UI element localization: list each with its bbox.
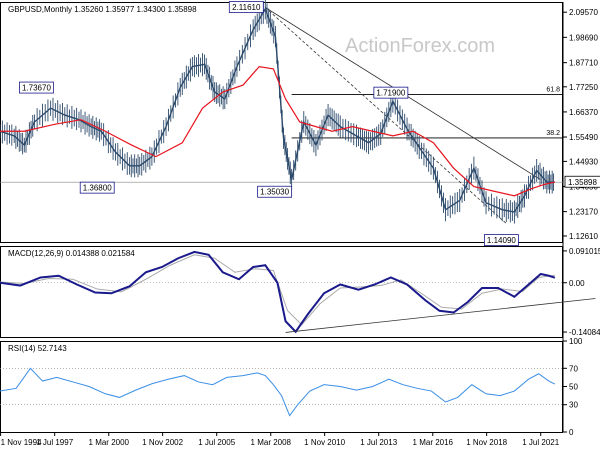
rsi-tick-label: 0 [569,428,574,437]
x-tick-label: 1 Nov 1994 [1,438,42,447]
macd-tick-label: 0.091015 [569,247,600,256]
annotation-label: 1.73670 [22,84,51,93]
macd-tick-label: -0.140843 [569,328,600,337]
price-tick-label: 1.23170 [569,208,598,217]
annotation-box [257,185,293,198]
x-tick-label: 1 Jul 2005 [198,438,235,447]
annotation-label: 1.36800 [83,184,112,193]
panel-frame-rsi [0,341,563,433]
price-tick-label: 1.87710 [569,59,598,68]
macd-tick-label: 0.00 [569,279,585,288]
macd-trend-line [285,298,596,333]
annotation-label: 1.71900 [376,89,405,98]
moving-average-line [0,65,556,197]
x-tick-label: 1 Mar 2000 [89,438,130,447]
x-tick-label: 1 Jul 1997 [36,438,73,447]
x-tick-label: 1 Jul 2013 [360,438,397,447]
annotation-box [228,1,264,13]
macd-panel-title: MACD(12,26,9) 0.014388 0.021584 [8,249,135,258]
price-tick-label: 1.12610 [569,232,598,241]
price-tick-label: 1.77250 [569,83,598,92]
macd-signal-line [0,254,555,326]
rsi-tick-label: 70 [569,364,578,373]
annotation-box [19,81,54,94]
x-tick-label: 1 Nov 2018 [466,438,507,447]
fib-level-label: 38.2 [546,130,560,137]
fib-level-label: 61.8 [546,87,560,94]
price-panel: 2.09570 1.98690 1.87710 1.77250 1.66370 1.554… [0,0,600,246]
price-tick-label: 1.66370 [569,108,598,117]
price-tick-label: 2.09570 [569,8,598,17]
annotation-label: 1.35030 [260,188,289,197]
x-tick-label: 1 Nov 2002 [142,438,183,447]
last-price-box [564,175,600,188]
price-panel-title: GBPUSD,Monthly 1.35260 1.35977 1.34300 1… [8,5,197,14]
rsi-panel-title: RSI(14) 52.7143 [8,344,67,353]
price-tick-label: 1.44930 [569,157,598,166]
price-tick-label: 1.98690 [569,33,598,42]
rsi-tick-label: 50 [569,383,578,392]
annotation-box [483,234,519,246]
annotation-box [373,86,409,99]
annotation-label: 2.11610 [232,3,261,12]
rsi-tick-label: 30 [569,401,578,410]
rsi-panel: 100 70 50 30 0 RSI(14) 52.7143 [0,337,583,437]
rsi-line [0,367,556,417]
price-tick-label: 1.55490 [569,133,598,142]
dashed-trend-line [265,7,507,224]
last-price-label: 1.35898 [568,178,597,187]
macd-line [0,250,556,334]
annotation-box [79,181,115,194]
x-tick-label: 1 Nov 2010 [304,438,345,447]
watermark-text: ActionForex.com [345,35,495,57]
x-tick-label: 1 Mar 2008 [251,438,292,447]
annotation-label: 1.14090 [487,236,516,245]
x-tick-label: 1 Mar 2016 [413,438,454,447]
macd-panel: 0.091015 0.00 -0.140843 MACD(12,26,9) 0.014… [0,247,600,337]
x-tick-label: 1 Jul 2021 [522,438,559,447]
rsi-tick-label: 100 [569,337,583,346]
